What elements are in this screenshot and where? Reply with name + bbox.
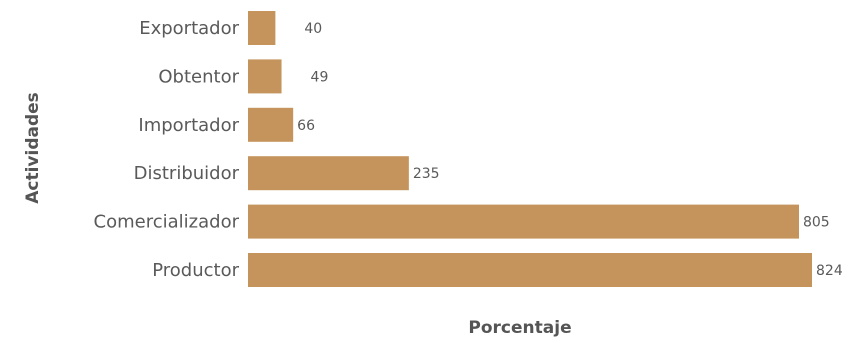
category-label-obtentor: Obtentor [158,66,239,87]
bar-importador [248,107,294,142]
category-labels-group: Exportador Obtentor Importador Distribuidor… [94,18,240,281]
value-label-importador: 66 [297,118,315,134]
x-axis-title: Porcentaje [468,318,571,338]
bar-exportador [248,11,276,45]
category-label-comercializador: Comercializador [94,212,240,233]
category-label-productor: Productor [152,260,239,281]
bars-group [248,11,812,287]
value-label-exportador: 40 [304,21,322,37]
value-labels-group: 40 49 66 235 805 824 [297,21,843,279]
category-label-distribuidor: Distribuidor [134,163,240,184]
bar-comercializador [248,204,799,239]
value-label-productor: 824 [816,263,843,279]
bar-obtentor [248,59,282,94]
category-label-importador: Importador [138,115,239,136]
category-label-exportador: Exportador [139,18,239,39]
bar-distribuidor [248,156,409,191]
value-label-comercializador: 805 [803,215,830,231]
value-label-distribuidor: 235 [413,166,440,182]
y-axis-title: Actividades [23,92,43,204]
value-label-obtentor: 49 [311,69,329,85]
bar-productor [248,253,812,287]
